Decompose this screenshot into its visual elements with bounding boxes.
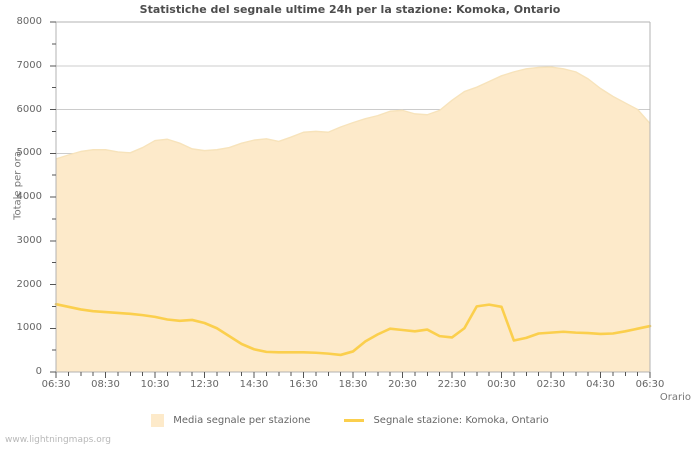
y-tick-label: 8000 <box>16 16 42 27</box>
x-tick-label: 06:30 <box>635 379 665 390</box>
x-tick-label: 14:30 <box>239 379 269 390</box>
x-tick-label: 04:30 <box>586 379 615 390</box>
watermark: www.lightningmaps.org <box>5 435 111 445</box>
y-tick-label: 7000 <box>16 59 42 71</box>
y-tick-label: 6000 <box>16 103 42 115</box>
area-swatch-icon <box>151 414 165 427</box>
area-series <box>56 67 650 372</box>
x-tick-label: 00:30 <box>487 379 516 390</box>
x-tick-label: 06:30 <box>41 379 71 390</box>
x-tick-label: 18:30 <box>338 379 368 390</box>
line-swatch-icon <box>344 419 365 422</box>
x-tick-label: 10:30 <box>140 379 170 390</box>
x-tick-label: 12:30 <box>190 379 219 390</box>
chart-title: Statistiche del segnale ultime 24h per l… <box>139 3 561 16</box>
y-tick-label: 4000 <box>16 191 42 202</box>
y-tick-label: 1000 <box>16 322 42 334</box>
legend-item-line: Segnale stazione: Komoka, Ontario <box>344 415 549 426</box>
legend-item-area: Media segnale per stazione <box>151 414 310 427</box>
legend-label-area: Media segnale per stazione <box>173 415 311 426</box>
y-tick-label: 2000 <box>16 278 42 290</box>
chart-legend: Media segnale per stazione Segnale stazi… <box>0 414 700 427</box>
x-tick-label: 20:30 <box>388 379 417 390</box>
x-axis-title: Orario <box>659 392 691 403</box>
legend-label-line: Segnale stazione: Komoka, Ontario <box>373 415 549 426</box>
x-tick-label: 16:30 <box>289 379 318 390</box>
x-tick-label: 02:30 <box>536 379 566 390</box>
y-tick-label: 0 <box>35 366 42 377</box>
x-tick-label: 08:30 <box>91 379 120 390</box>
y-tick-label: 5000 <box>16 147 42 159</box>
line-series <box>54 302 652 357</box>
y-tick-label: 3000 <box>16 234 42 246</box>
x-tick-label: 22:30 <box>437 379 467 390</box>
